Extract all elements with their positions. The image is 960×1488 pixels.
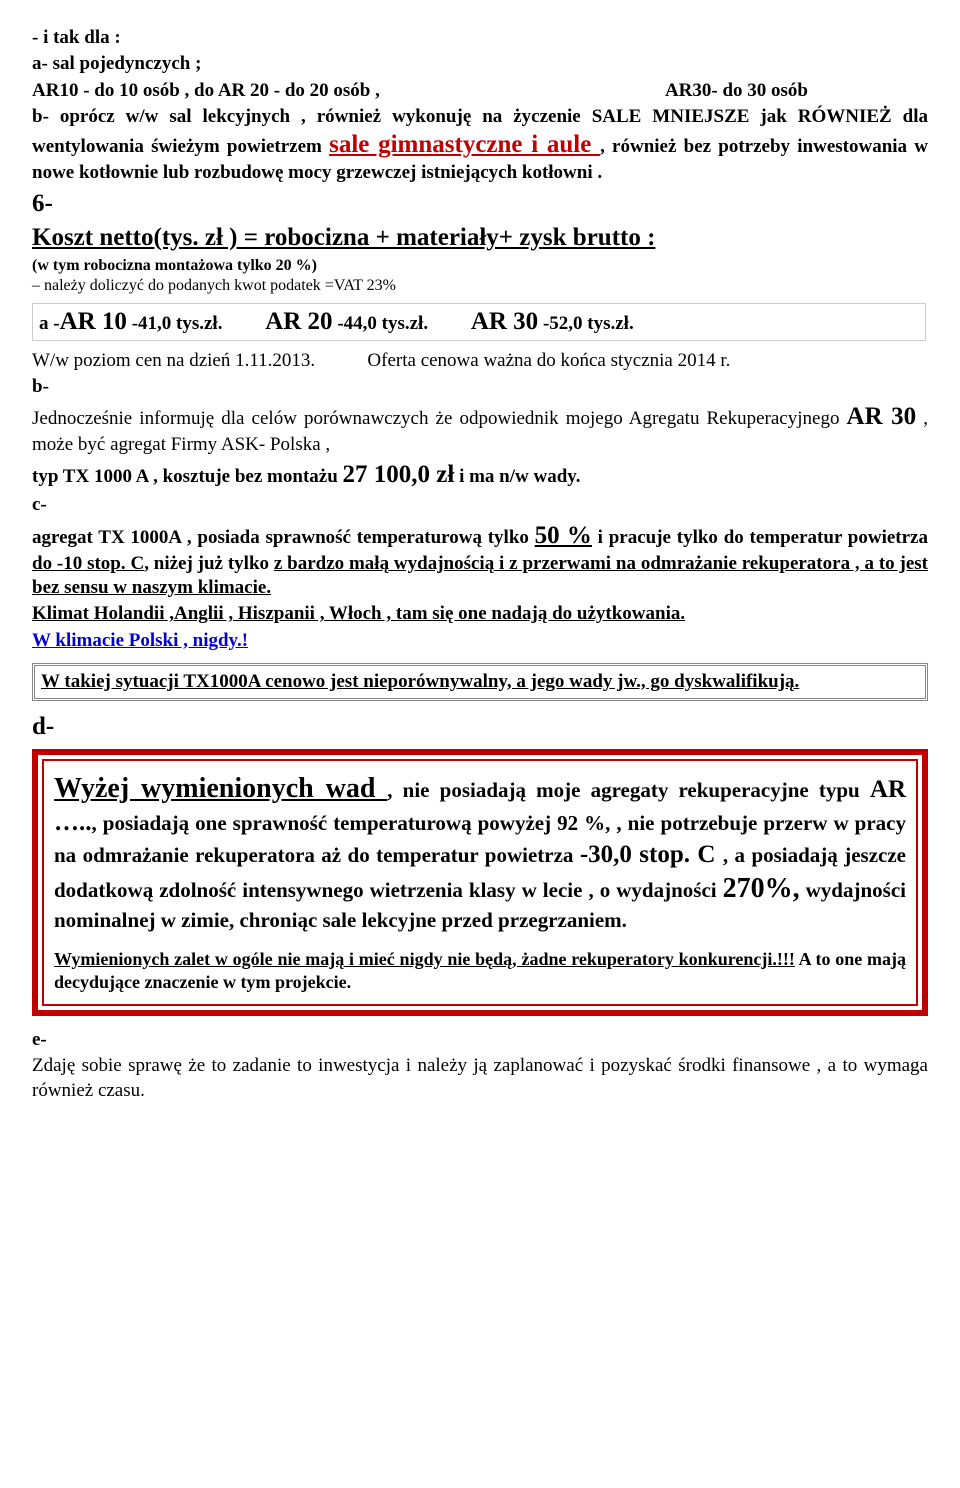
wyzej-wad: Wyżej wymienionych wad — [54, 773, 387, 804]
section-6-title: Koszt netto(tys. zł ) = robocizna + mate… — [32, 222, 928, 254]
intro-line-1: - i tak dla : — [32, 26, 928, 50]
gray-box: W takiej sytuacji TX1000A cenowo jest ni… — [32, 663, 928, 701]
section-c-t3: , niżej już tylko — [144, 553, 274, 574]
red-box-inner: Wyżej wymienionych wad , nie posiadają m… — [42, 759, 918, 1006]
section-b-price-line: typ TX 1000 A , kosztuje bez montażu 27 … — [32, 459, 928, 491]
price-c-label: AR 30 — [471, 308, 538, 335]
date-right: Oferta cenowa ważna do końca stycznia 20… — [367, 350, 730, 371]
section-b-body: Jednocześnie informuję dla celów porówna… — [32, 401, 928, 457]
price-b-val: -44,0 tys.zł. — [333, 313, 429, 334]
section-b-t3: typ TX 1000 A , kosztuje bez montażu — [32, 466, 343, 487]
price-a-val: -41,0 tys.zł. — [127, 313, 223, 334]
red-box-outer: Wyżej wymienionych wad , nie posiadają m… — [32, 749, 928, 1016]
ar30-label: AR 30 — [847, 403, 917, 430]
section-c-t2-pre: i pracuje tylko do temperatur powietrza — [592, 527, 928, 548]
tx-price: 27 100,0 zł — [343, 461, 455, 488]
price-box: a -AR 10 -41,0 tys.zł. AR 20 -44,0 tys.z… — [32, 303, 926, 341]
pct-270: 270%, — [723, 873, 800, 904]
fifty-percent: 50 % — [535, 522, 592, 549]
price-a-label: AR 10 — [60, 308, 127, 335]
red-box-footer: Wymienionych zalet w ogóle nie mają i mi… — [54, 948, 906, 994]
section-c-t1: agregat TX 1000A , posiada sprawność tem… — [32, 527, 535, 548]
section-e-label: e- — [32, 1028, 928, 1052]
minus-10-stop: do -10 stop. C — [32, 553, 144, 574]
poland-line: W klimacie Polski , nigdy.! — [32, 629, 928, 653]
red-t1b: , nie posiadają moje agregaty rekuperacy… — [387, 778, 870, 802]
ar-capacity-right: AR30- do 30 osób — [665, 79, 928, 103]
sale-gimnastyczne: sale gimnastyczne i aule — [329, 131, 600, 158]
price-c-val: -52,0 tys.zł. — [538, 313, 634, 334]
section-6-bullets: należy doliczyć do podanych kwot podatek… — [32, 276, 928, 296]
ar-capacity-left: AR10 - do 10 osób , do AR 20 - do 20 osó… — [32, 79, 380, 103]
offer-date-line: W/w poziom cen na dzień 1.11.2013. Ofert… — [32, 349, 928, 373]
klimat-line: Klimat Holandii ,Anglii , Hiszpanii , Wł… — [32, 602, 928, 626]
intro-line-2: a- sal pojedynczych ; — [32, 52, 928, 76]
price-b-label: AR 20 — [265, 308, 332, 335]
vat-bullet: należy doliczyć do podanych kwot podatek… — [32, 276, 928, 296]
date-left: W/w poziom cen na dzień 1.11.2013. — [32, 350, 315, 371]
red-foot1: Wymienionych zalet w ogóle nie mają i mi… — [54, 949, 795, 969]
price-a-pre: a - — [39, 313, 60, 334]
section-d-label: d- — [32, 711, 928, 743]
section-b-t1: Jednocześnie informuję dla celów porówna… — [32, 408, 847, 429]
section-b-label: b- — [32, 375, 928, 399]
section-b-t4: i ma n/w wady. — [454, 466, 580, 487]
minus-30: -30,0 stop. C — [580, 841, 723, 868]
section-c-label: c- — [32, 493, 928, 517]
section-c-body: agregat TX 1000A , posiada sprawność tem… — [32, 520, 928, 601]
section-6-sub: (w tym robocizna montażowa tylko 20 %) — [32, 256, 928, 276]
intro-line-3: AR10 - do 10 osób , do AR 20 - do 20 osó… — [32, 79, 928, 103]
red-box-para1: Wyżej wymienionych wad , nie posiadają m… — [54, 771, 906, 934]
paragraph-b-wrap: b- oprócz w/w sal lekcyjnych , również w… — [32, 105, 928, 186]
section-e-body: Zdaję sobie sprawę że to zadanie to inwe… — [32, 1054, 928, 1103]
section-6-num: 6- — [32, 188, 928, 220]
